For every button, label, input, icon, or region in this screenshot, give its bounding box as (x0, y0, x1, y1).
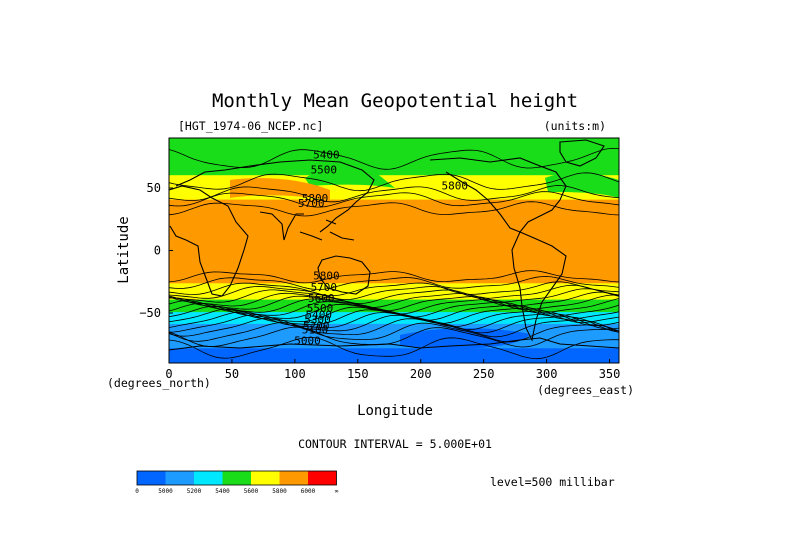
level-note: level=500 millibar (490, 475, 615, 489)
coast-eurasia (175, 159, 375, 233)
contour-label: 5400 (306, 308, 333, 321)
contour-line (169, 191, 619, 208)
colorbar-level-label: 5400 (215, 488, 230, 495)
contour-line (169, 322, 619, 343)
contour-label: 5300 (304, 313, 331, 326)
y-axis: 50 0 −50 (139, 181, 173, 320)
chart-title: Monthly Mean Geopotential height (212, 90, 578, 112)
contour-label: 5200 (303, 320, 330, 333)
contour-label: 5800 (441, 180, 468, 193)
coast-maritime (299, 219, 355, 241)
x-tick-label: 50 (225, 367, 239, 381)
coast-south-america (511, 231, 567, 342)
colorbar-swatch (251, 471, 280, 485)
colorbar-swatch (279, 471, 308, 485)
colorbar-frame (136, 470, 337, 486)
regional-anomalies (230, 168, 619, 349)
x-tick-label: 0 (165, 367, 172, 381)
contour-line (169, 201, 619, 217)
contour-label: 5000 (294, 335, 321, 348)
contour-label: 5700 (311, 281, 338, 294)
asian-heat-high (230, 178, 330, 200)
height-field (169, 138, 619, 363)
contour-label: 5100 (302, 323, 329, 336)
plot-area: 5400550058005700580058005700560055005400… (168, 137, 620, 364)
coast-india (259, 211, 304, 241)
colorbar-level-label: 5200 (187, 488, 202, 495)
contour-label: 5400 (313, 148, 340, 161)
contour-line (169, 336, 619, 360)
coast-greenland (559, 139, 605, 167)
x-tick-label: 350 (599, 367, 621, 381)
contour-line (169, 302, 619, 321)
colorbar-swatch (222, 471, 251, 485)
colorbar-level-label: 5800 (272, 488, 287, 495)
coast-australia (317, 255, 371, 295)
coastlines (169, 139, 619, 351)
contour-line (169, 291, 619, 308)
colorbar-level-label: 0 (135, 488, 139, 495)
coast-north-america (429, 157, 567, 233)
y-axis-label: Latitude (116, 216, 132, 283)
contour-line (169, 270, 619, 284)
colorbar-level-label: ∞ (335, 488, 339, 495)
contour-label: 5500 (311, 163, 338, 176)
coast-africa (169, 185, 249, 297)
contour-label: 5800 (302, 192, 329, 205)
contour-line (169, 288, 619, 304)
contour-line (169, 281, 619, 296)
contour-label: 5600 (308, 292, 335, 305)
y-tick-label: 50 (147, 181, 161, 195)
colorbar-level-label: 5000 (158, 488, 173, 495)
x-tick-label: 150 (347, 367, 369, 381)
contour-line (169, 172, 619, 192)
colorbar-swatch (165, 471, 194, 485)
y-tick-label: 0 (154, 244, 161, 258)
southern-ocean-low (400, 328, 530, 349)
contour-label: 5500 (307, 302, 334, 315)
x-units-label: (degrees_east) (537, 383, 634, 397)
colorbar-level-label: 5600 (244, 488, 259, 495)
colorbar-swatch (137, 471, 166, 485)
x-axis-label: Longitude (357, 403, 433, 419)
contour-interval-note: CONTOUR INTERVAL = 5.000E+01 (298, 437, 492, 451)
colorbar-level-label: 6000 (301, 488, 316, 495)
contour-lines (169, 147, 619, 360)
colorbar-swatch (308, 471, 337, 485)
colorbar-swatch (194, 471, 223, 485)
units-label: (units:m) (544, 119, 606, 133)
x-tick-label: 250 (473, 367, 495, 381)
coast-antarctica (169, 337, 619, 351)
x-tick-label: 200 (410, 367, 432, 381)
contour-line (169, 314, 619, 334)
contour-line (169, 294, 619, 312)
contour-line (169, 276, 619, 290)
contour-line (169, 284, 619, 301)
dataset-label: [HGT_1974-06_NCEP.nc] (178, 119, 323, 133)
y-units-label: (degrees_north) (107, 376, 211, 390)
x-tick-label: 300 (536, 367, 558, 381)
contour-line (169, 317, 619, 338)
contour-line (169, 147, 619, 170)
contour-labels: 5400550058005700580058005700560055005400… (294, 148, 468, 347)
contour-line (169, 297, 619, 315)
contour-label: 5800 (313, 270, 340, 283)
contour-line (169, 185, 619, 203)
colorbar: 0 5000 5200 5400 5600 5800 6000 ∞ (135, 470, 339, 495)
x-tick-label: 100 (284, 367, 306, 381)
y-tick-label: −50 (139, 306, 161, 320)
contour-label: 5700 (298, 197, 325, 210)
x-axis: 0 50 100 150 200 250 300 350 (165, 359, 620, 381)
